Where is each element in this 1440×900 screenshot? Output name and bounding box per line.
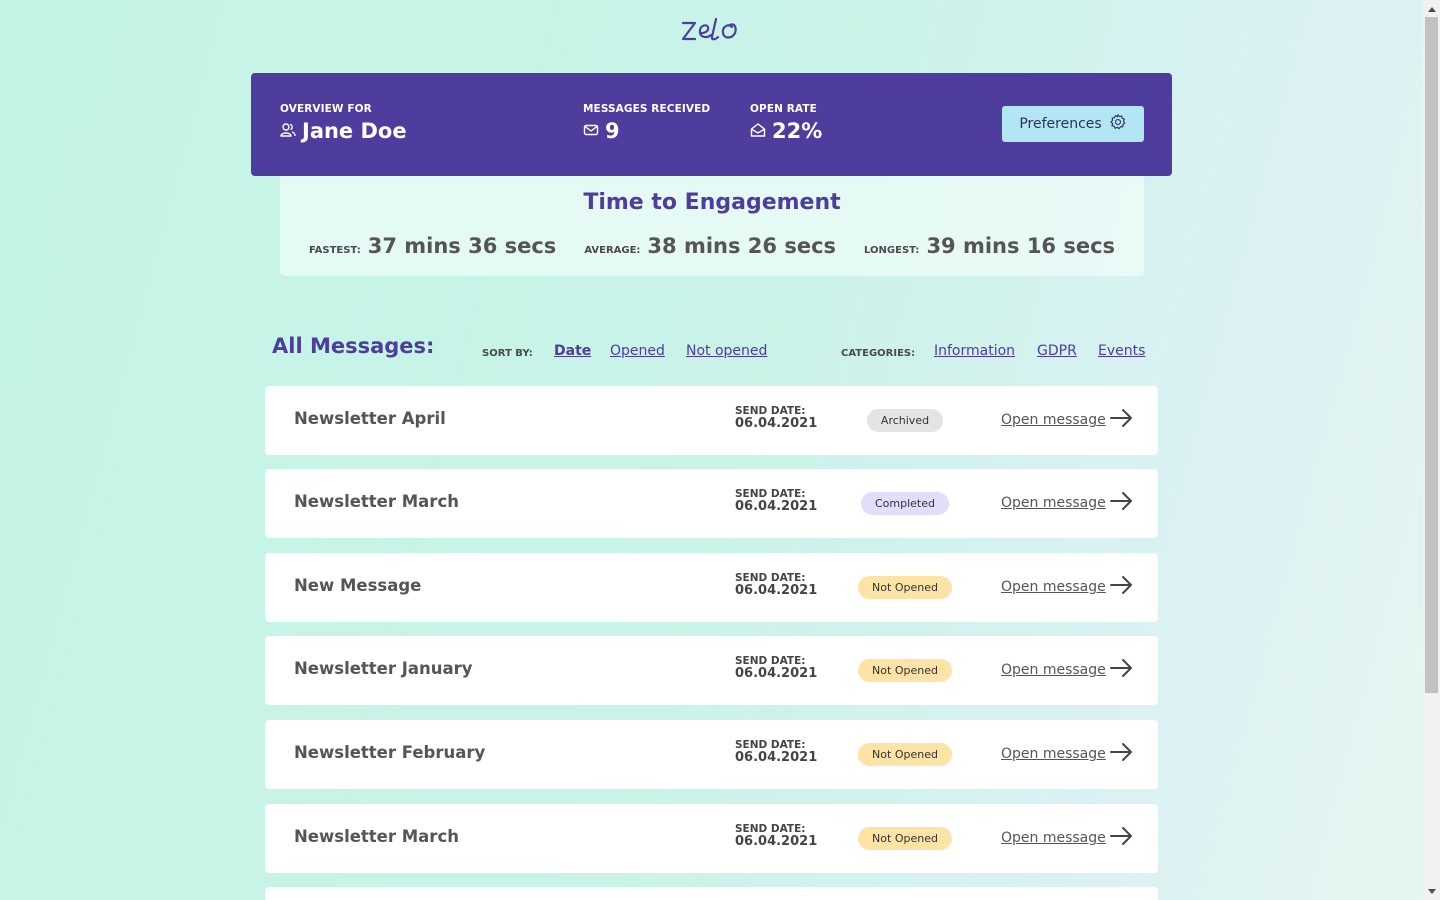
send-date-value: 06.04.2021 [735, 666, 818, 681]
sort-opened-link[interactable]: Opened [610, 343, 665, 359]
zelo-logo[interactable] [676, 12, 748, 48]
open-message-link[interactable]: Open message [1001, 741, 1134, 767]
open-message-label: Open message [1001, 662, 1106, 678]
arrow-right-icon [1108, 825, 1134, 851]
open-rate-label: OPEN RATE [750, 103, 817, 115]
status-badge-wrap: Archived [825, 386, 985, 455]
page-scrollbar[interactable] [1423, 0, 1440, 900]
send-date-label: SEND DATE: [735, 572, 806, 584]
open-message-label: Open message [1001, 412, 1106, 428]
fastest-value: 37 mins 36 secs [367, 234, 557, 258]
open-message-label: Open message [1001, 495, 1106, 511]
message-card[interactable]: Newsletter February SEND DATE: 06.04.2021 N… [265, 720, 1158, 789]
sort-date-link[interactable]: Date [554, 343, 592, 359]
send-date-label: SEND DATE: [735, 655, 806, 667]
message-card[interactable]: New Message SEND DATE: 06.04.2021 Not Opene… [265, 553, 1158, 622]
message-title: Newsletter January [294, 659, 473, 678]
category-information-link[interactable]: Information [934, 343, 1016, 359]
open-message-link[interactable]: Open message [1001, 574, 1134, 600]
send-date-label: SEND DATE: [735, 739, 806, 751]
engagement-card: Time to Engagement FASTEST: 37 mins 36 s… [280, 176, 1144, 276]
send-date-label: SEND DATE: [735, 488, 806, 500]
scroll-up-icon[interactable] [1423, 0, 1440, 17]
messages-received-label: MESSAGES RECEIVED [583, 103, 711, 115]
open-message-link[interactable]: Open message [1001, 490, 1134, 516]
status-badge: Not Opened [858, 743, 952, 766]
message-title: New Message [294, 576, 422, 595]
categories-label: CATEGORIES: [841, 348, 916, 359]
open-envelope-icon [750, 119, 766, 143]
status-badge: Not Opened [858, 827, 952, 850]
sort-by-label: SORT BY: [482, 348, 533, 359]
overview-label: OVERVIEW FOR [280, 103, 372, 115]
fastest-label: FASTEST: [308, 245, 361, 256]
envelope-icon [583, 119, 599, 143]
message-title: Newsletter March [294, 827, 459, 846]
open-rate-value: 22% [772, 119, 823, 143]
message-card-partial[interactable] [265, 887, 1158, 900]
user-icon [280, 119, 296, 143]
send-date-value: 06.04.2021 [735, 750, 818, 765]
scrollbar-thumb[interactable] [1425, 17, 1438, 693]
message-title: Newsletter April [294, 409, 446, 428]
send-date-label: SEND DATE: [735, 823, 806, 835]
status-badge-wrap: Completed [825, 469, 985, 538]
status-badge: Archived [866, 409, 944, 432]
arrow-right-icon [1108, 741, 1134, 767]
messages-received: 9 [583, 119, 620, 143]
sort-not-opened-link[interactable]: Not opened [686, 343, 768, 359]
status-badge-wrap: Not Opened [825, 804, 985, 873]
arrow-right-icon [1108, 574, 1134, 600]
message-card[interactable]: Newsletter April SEND DATE: 06.04.2021 Arch… [265, 386, 1158, 455]
message-title: Newsletter March [294, 492, 459, 511]
open-message-label: Open message [1001, 579, 1106, 595]
longest-value: 39 mins 16 secs [926, 234, 1116, 258]
status-badge: Not Opened [858, 659, 952, 682]
user-name: Jane Doe [280, 119, 407, 143]
average-label: AVERAGE: [584, 245, 641, 256]
open-message-link[interactable]: Open message [1001, 825, 1134, 851]
arrow-right-icon [1108, 490, 1134, 516]
send-date-value: 06.04.2021 [735, 834, 818, 849]
open-message-label: Open message [1001, 830, 1106, 846]
send-date-value: 06.04.2021 [735, 416, 818, 431]
open-rate: 22% [750, 119, 822, 143]
engagement-longest: LONGEST: 39 mins 16 secs [864, 234, 1115, 258]
open-message-link[interactable]: Open message [1001, 657, 1134, 683]
average-value: 38 mins 26 secs [647, 234, 837, 258]
scroll-down-icon[interactable] [1423, 883, 1440, 900]
category-gdpr-link[interactable]: GDPR [1037, 343, 1077, 359]
status-badge: Completed [861, 492, 949, 515]
open-message-link[interactable]: Open message [1001, 407, 1134, 433]
engagement-fastest: FASTEST: 37 mins 36 secs [309, 234, 556, 258]
status-badge-wrap: Not Opened [825, 636, 985, 705]
open-message-label: Open message [1001, 746, 1106, 762]
engagement-stats: FASTEST: 37 mins 36 secs AVERAGE: 38 min… [280, 234, 1144, 258]
send-date-label: SEND DATE: [735, 405, 806, 417]
engagement-average: AVERAGE: 38 mins 26 secs [584, 234, 836, 258]
category-events-link[interactable]: Events [1098, 343, 1146, 359]
status-badge: Not Opened [858, 576, 952, 599]
arrow-right-icon [1108, 657, 1134, 683]
longest-label: LONGEST: [864, 245, 920, 256]
preferences-label: Preferences [1019, 116, 1102, 132]
engagement-title: Time to Engagement [583, 190, 841, 215]
user-name-text: Jane Doe [302, 119, 407, 143]
send-date-value: 06.04.2021 [735, 499, 818, 514]
message-card[interactable]: Newsletter March SEND DATE: 06.04.2021 Comp… [265, 469, 1158, 538]
all-messages-title: All Messages: [272, 334, 435, 358]
overview-card: OVERVIEW FOR Jane Doe MESSAGES RECEIVED … [251, 73, 1172, 176]
send-date-value: 06.04.2021 [735, 583, 818, 598]
status-badge-wrap: Not Opened [825, 720, 985, 789]
status-badge-wrap: Not Opened [825, 553, 985, 622]
message-card[interactable]: Newsletter March SEND DATE: 06.04.2021 Not … [265, 804, 1158, 873]
arrow-right-icon [1108, 407, 1134, 433]
message-title: Newsletter February [294, 743, 486, 762]
messages-received-value: 9 [605, 119, 620, 143]
gear-icon [1109, 113, 1127, 135]
preferences-button[interactable]: Preferences [1002, 106, 1144, 142]
message-card[interactable]: Newsletter January SEND DATE: 06.04.2021 No… [265, 636, 1158, 705]
